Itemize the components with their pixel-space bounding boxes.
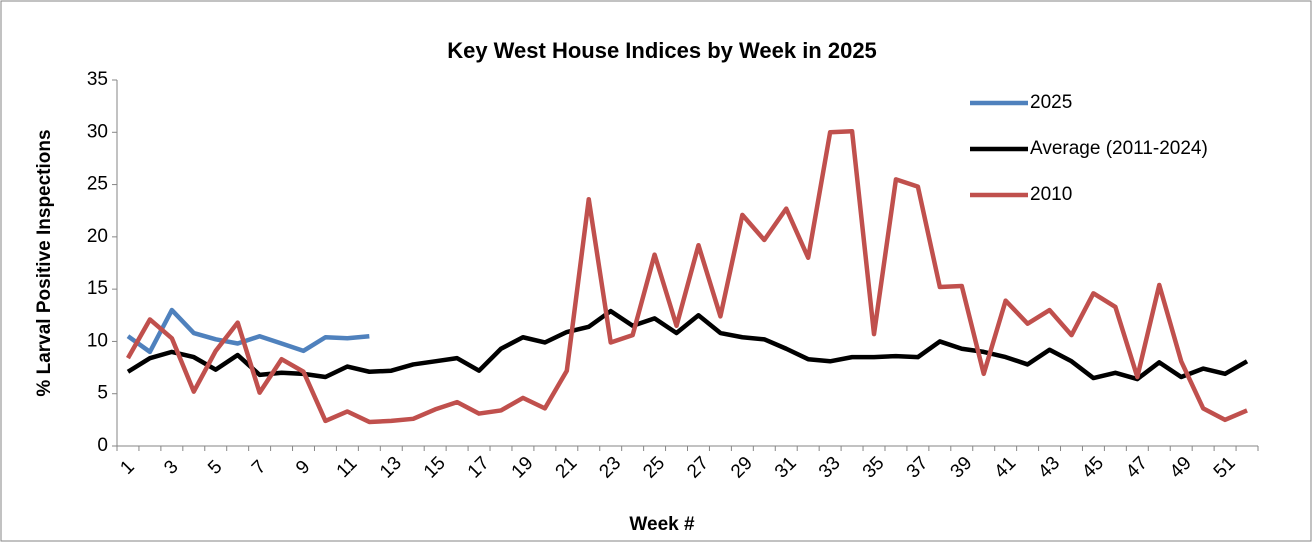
y-tick-label: 35 — [87, 69, 108, 90]
legend-label: 2025 — [1030, 92, 1072, 113]
y-tick-label: 0 — [97, 435, 108, 456]
y-tick-label: 15 — [87, 278, 108, 299]
series-line — [126, 307, 370, 355]
y-tick-label: 10 — [87, 330, 108, 351]
series-line — [126, 128, 1248, 425]
y-axis-title: % Larval Positive Inspections — [34, 129, 55, 396]
y-tick-label: 30 — [87, 121, 108, 142]
legend-label: 2010 — [1030, 184, 1072, 205]
series-line — [126, 308, 1249, 382]
x-axis-title: Week # — [629, 514, 695, 535]
y-tick-label: 25 — [87, 174, 108, 195]
y-tick-label: 20 — [87, 226, 108, 247]
legend-label: Average (2011-2024) — [1030, 138, 1208, 159]
y-tick-label: 5 — [97, 383, 108, 404]
chart-title: Key West House Indices by Week in 2025 — [447, 38, 877, 63]
